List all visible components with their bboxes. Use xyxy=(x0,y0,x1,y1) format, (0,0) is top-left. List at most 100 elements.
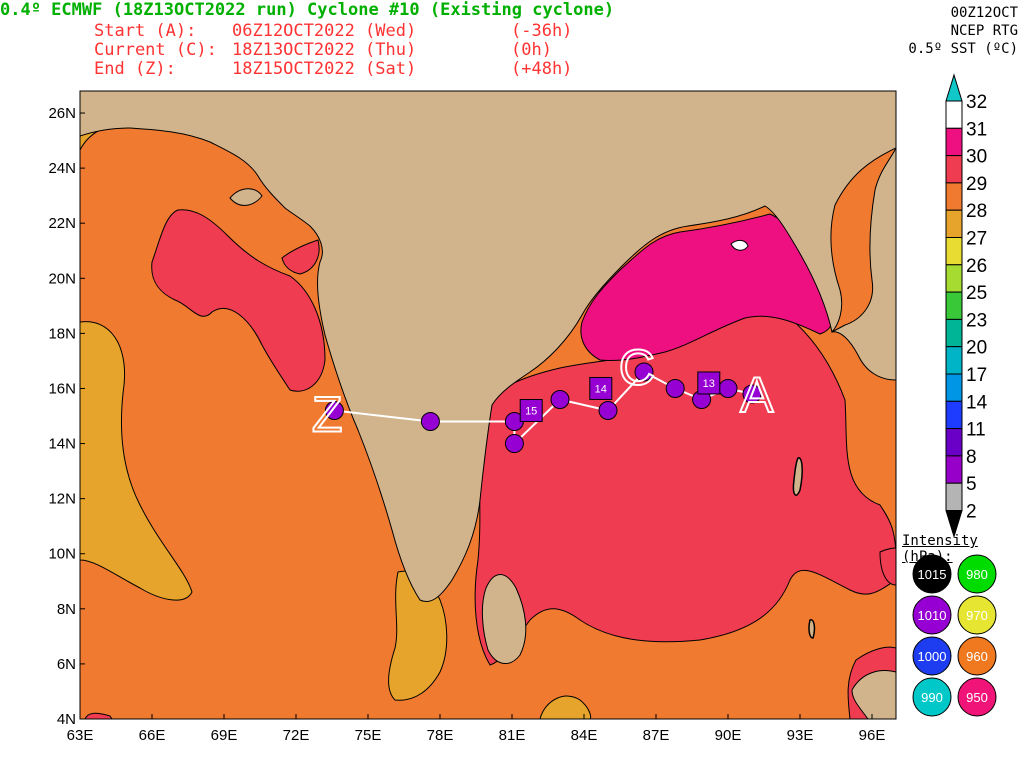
track-letter: A xyxy=(740,367,774,423)
x-tick-label: 63E xyxy=(67,727,94,744)
sst-source: NCEP RTG xyxy=(950,23,1018,39)
intensity-label: 1010 xyxy=(918,608,947,623)
day-marker xyxy=(519,399,543,423)
y-tick-label: 8N xyxy=(57,601,76,618)
x-tick-label: 75E xyxy=(355,727,382,744)
x-tick-label: 90E xyxy=(715,727,742,744)
x-tick-label: 96E xyxy=(859,727,886,744)
colorbar-segment xyxy=(945,318,963,348)
y-tick-label: 10N xyxy=(48,546,76,563)
track-point xyxy=(550,389,570,409)
y-tick-label: 12N xyxy=(48,491,76,508)
intensity-swatch xyxy=(912,595,952,635)
track-point xyxy=(420,412,440,432)
land-india xyxy=(80,91,896,603)
y-tick-label: 16N xyxy=(48,380,76,397)
end-label: End (Z): xyxy=(94,59,176,79)
colorbar-label: 28 xyxy=(966,201,987,222)
colorbar-segment xyxy=(945,182,963,211)
track-point xyxy=(718,378,738,398)
x-tick-label: 84E xyxy=(571,727,598,744)
sst-colorbar: 32 31 30 29 28 27 26 25 23 20 17 14 11 8 5 2 xyxy=(945,73,988,539)
colorbar-segment xyxy=(945,346,963,375)
sst-units: 0.5º SST (ºC) xyxy=(908,41,1018,57)
colorbar-segment xyxy=(945,209,963,238)
colorbar-bottom-arrow xyxy=(945,510,963,539)
info-row-current: Current (C): 18Z13OCT2022 (Thu) (0h) xyxy=(94,40,552,120)
track-point xyxy=(598,401,618,421)
map-frame xyxy=(79,90,897,720)
colorbar-segment xyxy=(945,100,963,129)
colorbar-segment xyxy=(945,127,963,157)
colorbar-segment xyxy=(945,291,963,320)
intensity-label: 980 xyxy=(966,567,988,582)
sst-field xyxy=(80,91,896,719)
intensity-swatch xyxy=(912,636,952,676)
intensity-swatch xyxy=(912,554,952,594)
colorbar-segment xyxy=(945,155,963,184)
x-tick-label: 69E xyxy=(211,727,238,744)
track-point xyxy=(324,401,344,421)
colorbar-label: 27 xyxy=(966,229,987,250)
sst-date: 00Z12OCT xyxy=(950,5,1018,21)
colorbar-label: 5 xyxy=(966,474,977,495)
track-point xyxy=(634,362,654,382)
current-time: 18Z13OCT2022 (Thu) xyxy=(232,40,417,60)
intensity-label: 1015 xyxy=(918,567,947,582)
sst-28-region-west xyxy=(80,321,193,601)
chart-title: 0.4º ECMWF (18Z13OCT2022 run) Cyclone #1… xyxy=(0,0,615,20)
land-kathiawar xyxy=(229,188,263,206)
land-andaman-islands xyxy=(792,457,803,496)
sst-30-region-arabian-sea xyxy=(151,209,326,392)
land-myanmar xyxy=(831,147,896,381)
colorbar-label: 29 xyxy=(966,174,987,195)
map-axes: 63E 66E 69E 72E 75E 78E 81E 84E 87E 90E 93E 96E 4N 6N… xyxy=(48,105,885,744)
colorbar-top-arrow xyxy=(945,73,963,102)
x-tick-label: 81E xyxy=(499,727,526,744)
colorbar-label: 25 xyxy=(966,283,987,304)
day-marker-label: 13 xyxy=(703,378,715,390)
intensity-label: 990 xyxy=(921,690,943,705)
sst-source-info: 00Z12OCT NCEP RTG 0.5º SST (ºC) xyxy=(908,4,1018,58)
land-sri-lanka xyxy=(481,574,527,664)
y-tick-label: 14N xyxy=(48,436,76,453)
y-tick-label: 4N xyxy=(57,711,76,728)
intensity-legend: 1015 980 1010 970 1000 960 990 950 xyxy=(912,554,997,717)
y-tick-label: 24N xyxy=(48,160,76,177)
intensity-label: 1000 xyxy=(918,649,947,664)
colorbar-label: 17 xyxy=(966,365,987,386)
land-sumatra xyxy=(851,670,896,719)
x-tick-label: 72E xyxy=(283,727,310,744)
colorbar-segment xyxy=(945,455,963,484)
colorbar-label: 11 xyxy=(966,420,986,441)
y-tick-label: 20N xyxy=(48,270,76,287)
day-marker xyxy=(589,376,613,400)
track-letter: C xyxy=(619,339,655,395)
intensity-label: 970 xyxy=(966,608,988,623)
sst-30-region-east-patch xyxy=(879,547,896,586)
colorbar-label: 2 xyxy=(966,502,977,523)
day-marker xyxy=(697,371,721,395)
intensity-swatch xyxy=(957,636,997,676)
y-tick-label: 26N xyxy=(48,105,76,122)
y-tick-label: 18N xyxy=(48,325,76,342)
sst-28-region-south xyxy=(539,695,592,719)
intensity-swatch xyxy=(912,677,952,717)
colorbar-label: 14 xyxy=(966,392,988,413)
intensity-swatch xyxy=(957,595,997,635)
end-time: 18Z15OCT2022 (Sat) xyxy=(232,59,417,79)
colorbar-segment xyxy=(945,373,963,402)
intensity-swatch xyxy=(957,554,997,594)
colorbar-segment xyxy=(945,482,963,512)
intensity-label: 960 xyxy=(966,649,988,664)
track-point xyxy=(742,384,762,404)
colorbar-label: 20 xyxy=(966,338,987,359)
sst-32-region-patch xyxy=(730,239,749,251)
colorbar-segment xyxy=(945,428,963,457)
info-row-end: End (Z): 18Z15OCT2022 (Sat) (+48h) xyxy=(94,59,572,139)
intensity-swatch xyxy=(957,677,997,717)
current-offset: (0h) xyxy=(511,40,552,60)
sst-30-region-gulf xyxy=(281,239,320,275)
colorbar-segment xyxy=(945,264,963,293)
x-tick-label: 93E xyxy=(787,727,814,744)
